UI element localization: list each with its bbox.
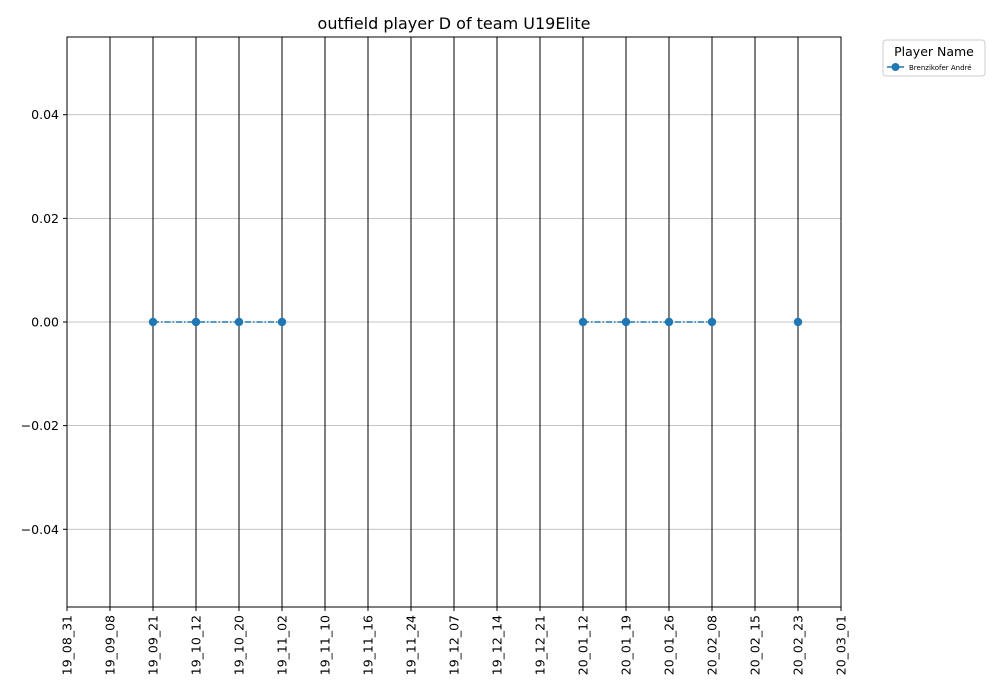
data-point xyxy=(664,317,674,327)
x-tick-label: 19_12_14 xyxy=(490,615,505,675)
data-point xyxy=(191,317,201,327)
x-tick-label: 19_12_21 xyxy=(533,615,548,675)
legend-marker xyxy=(891,63,900,71)
x-tick-label: 19_11_10 xyxy=(318,615,333,675)
x-tick-label: 19_10_20 xyxy=(232,615,247,675)
data-point xyxy=(707,317,717,327)
data-point xyxy=(793,317,803,327)
y-tick-label: 0.00 xyxy=(31,315,59,330)
x-tick-label: 20_01_12 xyxy=(576,615,591,675)
x-tick-label: 19_09_21 xyxy=(146,615,161,675)
x-tick-label: 20_01_19 xyxy=(619,615,634,675)
x-tick-label: 19_10_12 xyxy=(189,615,204,675)
y-tick-label: 0.02 xyxy=(31,211,59,226)
x-axis: 19_08_31 19_09_08 19_09_21 19_10_12 19_10_20… xyxy=(60,607,849,675)
x-tick-label: 19_11_02 xyxy=(275,615,290,675)
data-point xyxy=(234,317,244,327)
x-tick-label: 20_02_23 xyxy=(791,615,806,675)
legend-title: Player Name xyxy=(894,44,974,59)
legend-entry-label: Brenzikofer André xyxy=(909,64,972,72)
y-tick-label: −0.02 xyxy=(21,418,59,433)
legend-box xyxy=(882,39,986,77)
legend: Player Name Brenzikofer André xyxy=(882,39,986,77)
x-tick-label: 20_03_01 xyxy=(834,615,849,675)
x-tick-label: 19_09_08 xyxy=(103,615,118,675)
x-tick-label: 20_01_26 xyxy=(662,615,677,675)
x-tick-label: 19_11_24 xyxy=(404,615,419,675)
x-tick-label: 19_11_16 xyxy=(361,615,376,675)
data-point xyxy=(621,317,631,327)
data-point xyxy=(578,317,588,327)
y-tick-label: 0.04 xyxy=(31,107,59,122)
data-point xyxy=(277,317,287,327)
x-tick-label: 20_02_15 xyxy=(748,615,763,675)
x-tick-label: 20_02_08 xyxy=(705,615,720,675)
x-tick-label: 19_12_07 xyxy=(447,615,462,675)
x-tick-label: 19_08_31 xyxy=(60,615,75,675)
y-tick-label: −0.04 xyxy=(21,522,59,537)
y-axis: −0.04 −0.02 0.00 0.02 0.04 xyxy=(21,107,67,537)
data-point xyxy=(148,317,158,327)
chart-title: outfield player D of team U19Elite xyxy=(318,14,591,33)
series-layer xyxy=(148,317,803,327)
